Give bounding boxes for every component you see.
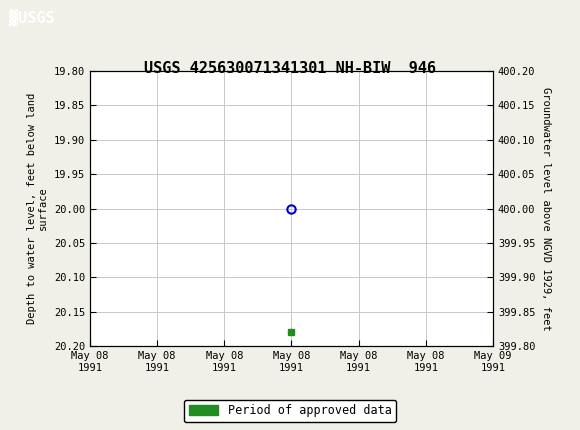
Y-axis label: Depth to water level, feet below land
surface: Depth to water level, feet below land su… [27, 93, 48, 324]
Legend: Period of approved data: Period of approved data [184, 399, 396, 422]
Y-axis label: Groundwater level above NGVD 1929, feet: Groundwater level above NGVD 1929, feet [541, 87, 551, 330]
Text: USGS 425630071341301 NH-BIW  946: USGS 425630071341301 NH-BIW 946 [144, 61, 436, 76]
Text: ▓USGS: ▓USGS [9, 9, 55, 26]
